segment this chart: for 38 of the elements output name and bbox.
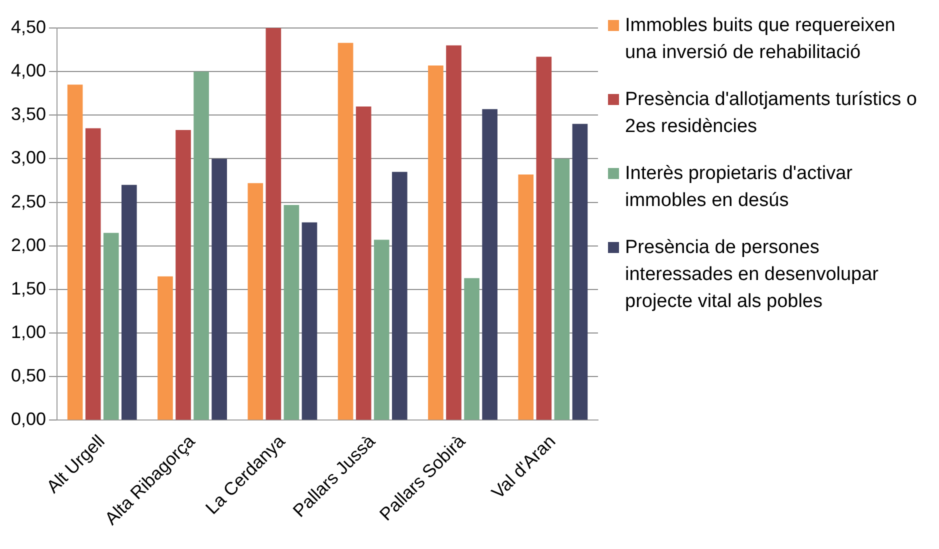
bar bbox=[212, 158, 227, 420]
y-tick-label: 3,00 bbox=[10, 148, 46, 168]
y-tick-label: 2,00 bbox=[10, 234, 46, 255]
bar bbox=[392, 172, 408, 420]
y-tick-label: 1,00 bbox=[10, 322, 46, 342]
bar bbox=[536, 56, 552, 420]
legend-label: Immobles buits que requereixen una inversió de rehabilitació bbox=[625, 14, 896, 65]
legend-label: Presència d'allotjaments turístics o 2es residències bbox=[625, 88, 918, 139]
bar bbox=[338, 42, 354, 420]
bar bbox=[374, 240, 390, 420]
y-tick-label: 4,00 bbox=[10, 60, 46, 81]
legend-label: Interès propietaris d'activar immobles en desús bbox=[625, 162, 854, 213]
y-tick-label: 2,50 bbox=[10, 191, 46, 212]
y-tick-label: 0,00 bbox=[10, 409, 46, 430]
y-tick-label: 4,50 bbox=[10, 16, 46, 37]
legend-label: Presència de persones interessades en desenvolupar projecte vital als pobles bbox=[625, 236, 880, 314]
bar bbox=[518, 174, 534, 420]
y-tick-label: 1,50 bbox=[10, 278, 46, 298]
y-tick-label: 0,50 bbox=[10, 366, 46, 386]
bar bbox=[356, 106, 372, 420]
bar bbox=[176, 130, 191, 420]
bar bbox=[554, 158, 570, 420]
bar bbox=[464, 278, 480, 420]
bar bbox=[302, 222, 318, 420]
y-tick-label: 3,50 bbox=[10, 104, 46, 124]
bar bbox=[482, 109, 498, 420]
bar bbox=[446, 45, 462, 420]
bar bbox=[67, 84, 83, 420]
bar bbox=[428, 65, 444, 420]
bar bbox=[572, 124, 588, 420]
bar bbox=[158, 276, 173, 420]
bar bbox=[248, 183, 264, 420]
bar bbox=[85, 128, 101, 420]
bar bbox=[194, 72, 209, 420]
bar bbox=[266, 28, 282, 420]
bar bbox=[122, 184, 137, 420]
bar bbox=[284, 204, 300, 420]
bar bbox=[103, 232, 119, 420]
